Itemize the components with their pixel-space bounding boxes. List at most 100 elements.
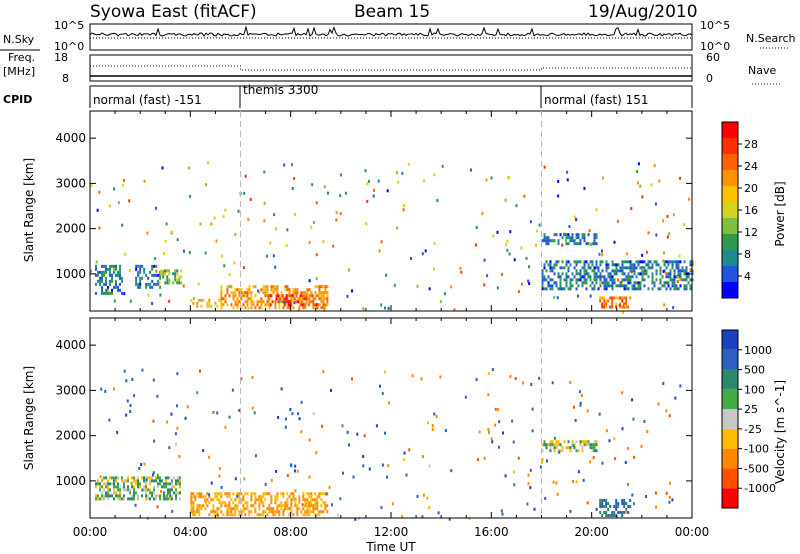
power-cell-7 [541,281,544,285]
power-colorbar-tick-label-4: 20 [744,182,758,195]
power-scatter [263,219,266,223]
power-cell-0 [101,273,104,277]
power-cell-7 [599,272,602,276]
power-cell-8 [603,296,606,300]
velocity-cell-2 [583,443,586,447]
power-cell-4 [284,285,287,289]
velocity-scatter [416,494,419,498]
velocity-cell-1 [272,507,275,511]
power-cell-7 [655,269,658,273]
power-cell-7 [609,272,612,276]
power-cell-4 [296,288,299,292]
power-cell-8 [625,302,628,306]
velocity-scatter [129,409,132,413]
velocity-scatter [341,424,344,428]
power-cell-7 [655,263,658,267]
velocity-cell-1 [284,501,287,505]
velocity-cell-1 [316,507,319,511]
power-cell-7 [627,266,630,270]
velocity-scatter [464,395,467,399]
power-cell-4 [260,297,263,301]
power-cell-7 [601,260,604,264]
power-cell-4 [278,303,281,307]
velocity-cell-1 [308,495,311,499]
velocity-scatter [595,507,598,511]
velocity-cell-1 [250,498,253,502]
power-cell-7 [563,278,566,282]
velocity-cell-1 [230,510,233,514]
velocity-cell-0 [113,491,116,495]
power-cell-8 [613,296,616,300]
power-cell-7 [615,266,618,270]
power-cell-7 [605,287,608,291]
power-scatter [158,281,161,285]
power-cell-8 [623,296,626,300]
power-cell-4 [230,291,233,295]
velocity-colorbar-swatch-6 [722,369,738,390]
power-cell-7 [621,260,624,264]
velocity-cell-1 [326,504,329,508]
power-scatter [641,195,644,199]
power-cell-7 [607,284,610,288]
power-cell-7 [689,260,692,264]
power-scatter [285,244,288,248]
velocity-scatter [176,404,179,408]
power-cell-7 [673,269,676,273]
velocity-cell-2 [551,443,554,447]
power-scatter [129,299,132,303]
power-cell-7 [613,272,616,276]
velocity-cell-0 [117,497,120,501]
power-scatter [159,293,162,297]
velocity-cell-0 [147,494,150,498]
velocity-cell-2 [555,446,558,450]
power-scatter [275,227,278,231]
power-cell-4 [220,291,223,295]
velocity-cell-1 [308,507,311,511]
velocity-scatter [208,493,211,497]
power-cell-6 [547,236,550,240]
power-cell-6 [593,242,596,246]
velocity-cell-0 [147,488,150,492]
power-cell-4 [242,291,245,295]
velocity-scatter [152,471,155,475]
power-scatter [428,287,431,291]
power-cell-4 [320,294,323,298]
vel-ytick-label-0: 1000 [55,474,86,488]
velocity-scatter [598,412,601,416]
power-cell-7 [631,287,634,291]
power-cell-1 [151,279,154,283]
power-cell-7 [671,278,674,282]
power-cell-2 [162,275,165,279]
velocity-cell-0 [175,491,178,495]
velocity-cell-1 [324,504,327,508]
velocity-cell-0 [113,497,116,501]
velocity-cell-1 [280,492,283,496]
velocity-scatter [290,464,293,468]
velocity-cell-1 [192,504,195,508]
nsky-trace [89,25,693,39]
power-cell-4 [272,291,275,295]
power-cell-4 [250,297,253,301]
power-cell-4 [234,300,237,304]
power-scatter [312,220,315,224]
velocity-cell-1 [314,513,317,517]
power-cell-3 [208,301,211,305]
velocity-scatter [143,462,146,466]
power-cell-1 [155,273,158,277]
power-cell-4 [324,291,327,295]
power-cell-0 [101,279,104,283]
power-cell-2 [176,269,179,273]
power-scatter [439,300,442,304]
power-scatter [433,241,436,245]
velocity-cell-1 [240,510,243,514]
power-cell-7 [587,266,590,270]
velocity-cell-0 [155,494,158,498]
power-cell-2 [176,281,179,285]
velocity-cell-2 [555,440,558,444]
power-scatter [588,229,591,233]
power-scatter [407,162,410,166]
velocity-cell-1 [268,510,271,514]
power-cell-5 [283,303,286,307]
xtick-label-3: 12:00 [374,525,409,539]
power-scatter [624,304,627,308]
